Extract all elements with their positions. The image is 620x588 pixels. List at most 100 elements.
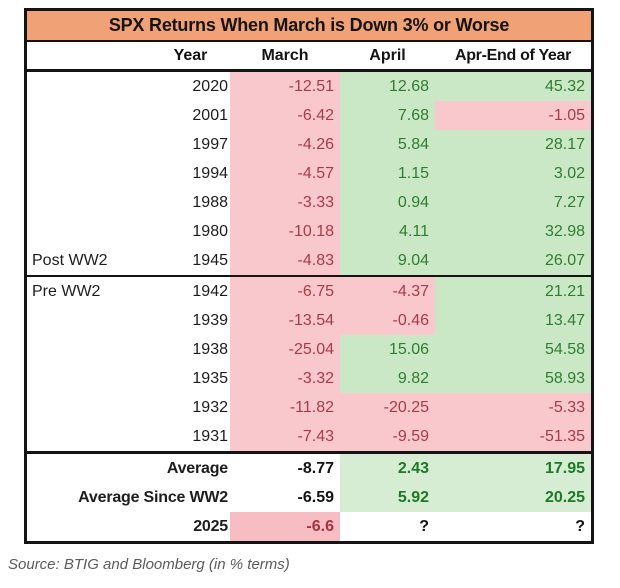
- cell-apr-end-of-year: -5.33: [435, 393, 591, 422]
- cell-apr-end-of-year: 3.02: [435, 159, 591, 188]
- cell-march: -25.04: [230, 335, 340, 364]
- cell-apr-end-of-year: 21.21: [435, 277, 591, 306]
- summary-label: Average: [166, 460, 228, 477]
- cell-april: 15.06: [340, 335, 435, 364]
- summary-row-average-since-ww2: Average Since WW2 -6.59 5.92 20.25: [27, 483, 591, 512]
- header-apr-end-of-year: Apr-End of Year: [454, 47, 572, 64]
- cell-april: -0.46: [340, 306, 435, 335]
- table-row-1997: 1997 -4.26 5.84 28.17: [27, 130, 591, 159]
- cell-april: 9.04: [340, 246, 435, 275]
- cell-apr-end-of-year: 54.58: [435, 335, 591, 364]
- cell-year: 2001: [192, 107, 228, 124]
- section-label: [27, 130, 151, 159]
- cell-year: 1935: [192, 370, 228, 387]
- cell-apr-end-of-year: 32.98: [435, 217, 591, 246]
- cell-year: 1931: [192, 428, 228, 445]
- table-body: 2020 -12.51 12.68 45.32 2001 -6.42 7.68 -1.05 19…: [27, 72, 591, 451]
- cell-apr-end-of-year: 45.32: [435, 72, 591, 101]
- cell-year: 1938: [192, 341, 228, 358]
- cell-march: -4.83: [230, 246, 340, 275]
- cell-apr-end-of-year: 13.47: [435, 306, 591, 335]
- header-march: March: [261, 47, 309, 64]
- cell-april: 5.84: [340, 130, 435, 159]
- cell-apr-end-of-year: ?: [435, 512, 591, 541]
- section-label: [27, 364, 151, 393]
- cell-march: -6.75: [230, 277, 340, 306]
- cell-year: 1994: [192, 165, 228, 182]
- cell-april: 0.94: [340, 188, 435, 217]
- header-row: Year March April Apr-End of Year: [27, 42, 591, 72]
- cell-april: 2.43: [340, 454, 435, 483]
- table-row-1980: 1980 -10.18 4.11 32.98: [27, 217, 591, 246]
- summary-row-2025: 2025 -6.6??: [27, 512, 591, 541]
- table-row-1945: Post WW2 1945 -4.83 9.04 26.07: [27, 246, 591, 275]
- section-label: [27, 72, 151, 101]
- cell-april: 4.11: [340, 217, 435, 246]
- cell-apr-end-of-year: 58.93: [435, 364, 591, 393]
- table-row-1942: Pre WW2 1942 -6.75 -4.37 21.21: [27, 275, 591, 306]
- header-year: Year: [173, 47, 208, 64]
- section-label: [27, 306, 151, 335]
- cell-year: 1980: [192, 223, 228, 240]
- cell-march: -11.82: [230, 393, 340, 422]
- section-label: [27, 393, 151, 422]
- cell-march: -3.33: [230, 188, 340, 217]
- table-row-1935: 1935 -3.32 9.82 58.93: [27, 364, 591, 393]
- cell-march: -4.26: [230, 130, 340, 159]
- summary-block: Average -8.77 2.43 17.95 Average Since WW2 -6…: [27, 451, 591, 541]
- header-april: April: [369, 47, 406, 64]
- cell-year: 2020: [192, 78, 228, 95]
- cell-apr-end-of-year: -1.05: [435, 101, 591, 130]
- section-label: [27, 188, 151, 217]
- cell-apr-end-of-year: 26.07: [435, 246, 591, 275]
- section-label: Post WW2: [32, 252, 108, 269]
- cell-april: 9.82: [340, 364, 435, 393]
- cell-year: 1997: [192, 136, 228, 153]
- section-label: [27, 159, 151, 188]
- cell-year: 1988: [192, 194, 228, 211]
- cell-apr-end-of-year: -51.35: [435, 422, 591, 451]
- summary-label: Average Since WW2: [78, 489, 228, 506]
- table-row-1994: 1994 -4.57 1.15 3.02: [27, 159, 591, 188]
- cell-apr-end-of-year: 20.25: [435, 483, 591, 512]
- cell-april: 5.92: [340, 483, 435, 512]
- cell-april: ?: [340, 512, 435, 541]
- cell-year: 1942: [192, 283, 228, 300]
- cell-apr-end-of-year: 17.95: [435, 454, 591, 483]
- cell-year: 1932: [192, 399, 228, 416]
- cell-march: -6.6: [230, 512, 340, 541]
- table-title: SPX Returns When March is Down 3% or Wor…: [27, 11, 591, 42]
- cell-march: -12.51: [230, 72, 340, 101]
- section-label: [27, 217, 151, 246]
- cell-march: -4.57: [230, 159, 340, 188]
- cell-apr-end-of-year: 7.27: [435, 188, 591, 217]
- spx-returns-table: SPX Returns When March is Down 3% or Wor…: [24, 8, 594, 544]
- cell-april: 1.15: [340, 159, 435, 188]
- cell-march: -6.59: [230, 483, 340, 512]
- cell-march: -13.54: [230, 306, 340, 335]
- summary-row-average: Average -8.77 2.43 17.95: [27, 454, 591, 483]
- table-row-1938: 1938 -25.04 15.06 54.58: [27, 335, 591, 364]
- table-row-1932: 1932 -11.82 -20.25 -5.33: [27, 393, 591, 422]
- cell-april: 7.68: [340, 101, 435, 130]
- cell-march: -10.18: [230, 217, 340, 246]
- cell-april: -4.37: [340, 277, 435, 306]
- header-blank: [27, 42, 151, 69]
- cell-april: -20.25: [340, 393, 435, 422]
- cell-march: -7.43: [230, 422, 340, 451]
- section-label: [27, 422, 151, 451]
- table-row-2001: 2001 -6.42 7.68 -1.05: [27, 101, 591, 130]
- cell-april: 12.68: [340, 72, 435, 101]
- section-label: [27, 335, 151, 364]
- table-row-1939: 1939 -13.54 -0.46 13.47: [27, 306, 591, 335]
- table-row-1931: 1931 -7.43 -9.59 -51.35: [27, 422, 591, 451]
- summary-label: 2025: [193, 518, 228, 535]
- section-label: [27, 101, 151, 130]
- table-row-2020: 2020 -12.51 12.68 45.32: [27, 72, 591, 101]
- source-note: Source: BTIG and Bloomberg (in % terms): [8, 556, 290, 573]
- table-row-1988: 1988 -3.33 0.94 7.27: [27, 188, 591, 217]
- cell-march: -6.42: [230, 101, 340, 130]
- cell-march: -8.77: [230, 454, 340, 483]
- section-label: Pre WW2: [32, 283, 101, 300]
